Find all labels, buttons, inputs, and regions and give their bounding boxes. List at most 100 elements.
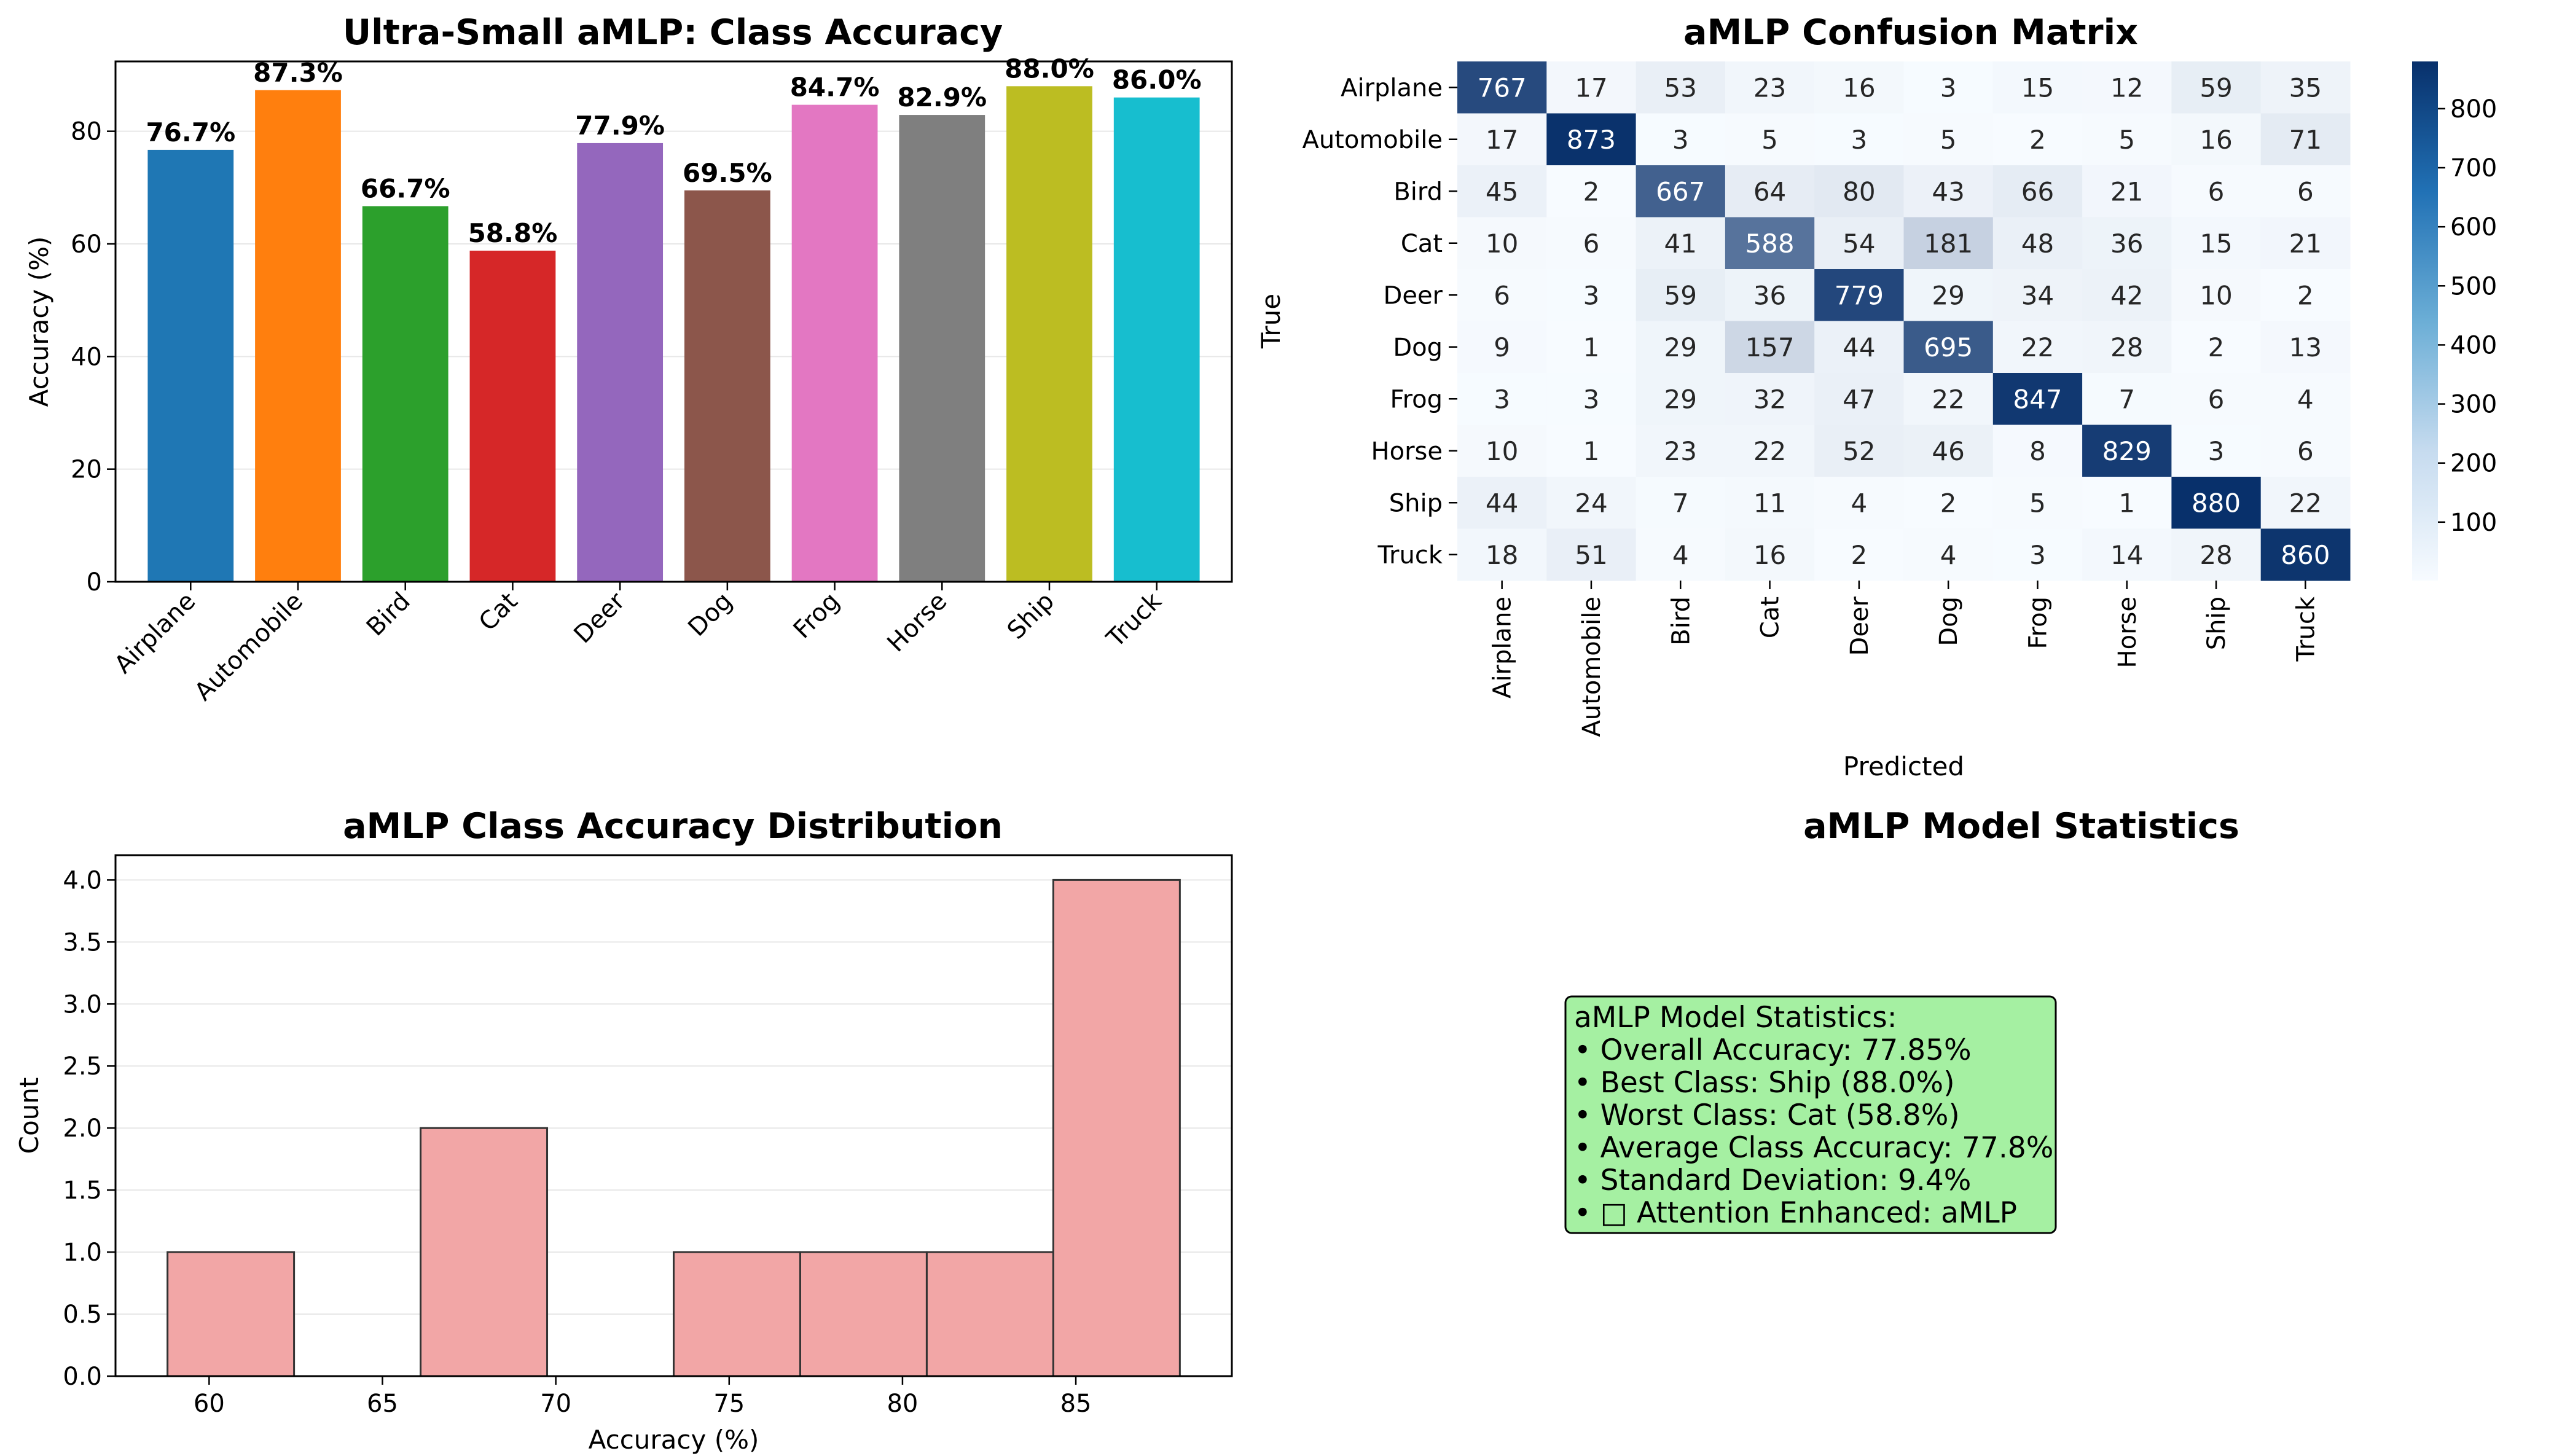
x-tick-label: Ship (1002, 587, 1060, 645)
heatmap-cell-value: 6 (2208, 176, 2225, 206)
x-tick-label: Bird (1667, 597, 1695, 646)
heatmap-cell (2082, 217, 2172, 270)
heatmap-cell-value: 3 (1583, 280, 1600, 310)
heatmap-cell-value: 6 (1494, 280, 1510, 310)
heatmap-cell (1814, 528, 1904, 581)
bar-value-label: 87.3% (253, 58, 343, 88)
bar-value-label: 77.9% (575, 111, 665, 141)
heatmap-cell (1725, 217, 1815, 270)
histogram-bar (673, 1251, 801, 1377)
heatmap-cell (1814, 477, 1904, 529)
heatmap-cell (1814, 113, 1904, 166)
y-tick-label: 3.5 (63, 928, 102, 957)
heatmap-cell-value: 71 (2289, 125, 2322, 155)
heatmap-cell-value: 22 (1932, 384, 1964, 414)
heatmap-cell (1903, 61, 1994, 114)
heatmap-cell-value: 695 (1924, 332, 1973, 362)
heatmap-cell (2171, 373, 2262, 425)
heatmap-cell-value: 6 (2297, 176, 2314, 206)
heatmap-cell-value: 46 (1932, 436, 1964, 466)
heatmap-cell-value: 2 (2297, 280, 2314, 310)
heatmap-cell (1903, 217, 1994, 270)
y-tick-label: Bird (1393, 178, 1443, 206)
heatmap-cell-value: 48 (2021, 229, 2054, 259)
heatmap-cell-value: 588 (1745, 229, 1794, 259)
heatmap-cell (1457, 217, 1547, 270)
heatmap-cell-value: 45 (1486, 176, 1518, 206)
heatmap-cell (2260, 165, 2351, 217)
bar (791, 104, 878, 582)
heatmap-cell-value: 22 (1753, 436, 1786, 466)
distribution-chart-title: aMLP Class Accuracy Distribution (343, 806, 1003, 847)
heatmap-cell (1992, 61, 2083, 114)
histogram-bar (1052, 879, 1181, 1377)
heatmap-cell (2260, 425, 2351, 477)
y-tick-label: Truck (1377, 541, 1443, 569)
heatmap-cell (1636, 321, 1726, 374)
heatmap-cell-value: 3 (1494, 384, 1510, 414)
heatmap-cell-value: 4 (1672, 540, 1689, 570)
heatmap-cell (1636, 165, 1726, 217)
x-tick-label: Deer (568, 587, 630, 649)
stats-line: • Standard Deviation: 9.4% (1574, 1164, 1971, 1197)
heatmap-cell (2260, 269, 2351, 321)
heatmap-cell-value: 14 (2110, 540, 2143, 570)
colorbar-tick-label: 300 (2450, 391, 2497, 419)
y-tick-label: 3.0 (63, 990, 102, 1019)
heatmap-cell-value: 23 (1753, 72, 1786, 103)
heatmap-cell (2171, 217, 2262, 270)
x-tick-label: Cat (474, 587, 523, 637)
heatmap-cell (1546, 61, 1637, 114)
bar-value-label: 69.5% (683, 158, 772, 188)
heatmap-cell (2171, 269, 2262, 321)
heatmap-cell (1546, 113, 1637, 166)
x-tick-label: Horse (882, 587, 952, 658)
stats-panel-title: aMLP Model Statistics (1803, 806, 2239, 847)
x-tick-label: 80 (887, 1390, 918, 1418)
y-axis-label: Accuracy (%) (24, 237, 54, 407)
heatmap-cell (1992, 113, 2083, 166)
heatmap-cell (1992, 373, 2083, 425)
plot-frame (114, 854, 1233, 1377)
heatmap-cell-value: 16 (1843, 72, 1875, 103)
x-tick-label: Automobile (189, 587, 308, 706)
heatmap-cell-value: 29 (1664, 384, 1697, 414)
confusion-matrix-title: aMLP Confusion Matrix (1683, 12, 2138, 53)
accuracy-bar-chart: 0 20 40 60 80 76.7% Airplane 87.3% Automobile 66.… (24, 53, 1233, 706)
heatmap-cell-value: 1 (2118, 488, 2135, 518)
heatmap-cell-value: 779 (1835, 280, 1884, 310)
heatmap-cell-value: 2 (2029, 125, 2046, 155)
heatmap-cell (2260, 373, 2351, 425)
heatmap-cell (1636, 477, 1726, 529)
y-tick-label: 0 (87, 568, 102, 597)
x-axis-label: Predicted (1843, 751, 1964, 781)
colorbar-tick-label: 100 (2450, 509, 2497, 537)
x-tick-label: Automobile (1578, 597, 1606, 737)
heatmap-cell (2082, 165, 2172, 217)
heatmap-cell (1814, 373, 1904, 425)
heatmap-cell-value: 24 (1575, 488, 1607, 518)
heatmap-cell (1814, 217, 1904, 270)
heatmap-cell-value: 2 (1851, 540, 1867, 570)
heatmap-cell (1903, 477, 1994, 529)
histogram-bar (420, 1127, 549, 1377)
heatmap-cell (1992, 528, 2083, 581)
heatmap-cell (1457, 373, 1547, 425)
heatmap-cell (1636, 269, 1726, 321)
heatmap-cell-value: 1 (1583, 332, 1600, 362)
heatmap-cell (1457, 528, 1547, 581)
heatmap-cell (1814, 321, 1904, 374)
heatmap-cell (1992, 217, 2083, 270)
heatmap-cell-value: 21 (2289, 229, 2322, 259)
accuracy-histogram: 0.0 0.5 1.0 1.5 2.0 2.5 3.0 3.5 4.0 60 65 70 75 80 85 A… (14, 854, 1233, 1455)
x-tick-label: 65 (367, 1390, 398, 1418)
heatmap-cell (1992, 269, 2083, 321)
heatmap-cell-value: 28 (2110, 332, 2143, 362)
y-axis-label: Count (14, 1078, 44, 1154)
heatmap-cell (1903, 113, 1994, 166)
heatmap-cell (1636, 373, 1726, 425)
heatmap-cell-value: 847 (2013, 384, 2062, 414)
heatmap-cell-value: 7 (1672, 488, 1689, 518)
bar (577, 143, 664, 582)
